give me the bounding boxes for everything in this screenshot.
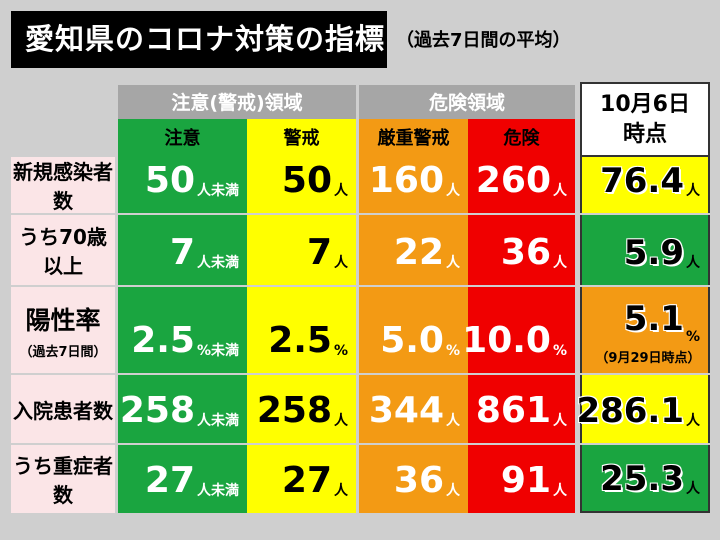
level-header-caution: 注意	[118, 119, 247, 157]
current-value-note: （9月29日時点）	[595, 351, 701, 366]
threshold-unit: 人	[334, 413, 348, 429]
threshold-cell: 27 人未満	[118, 445, 247, 513]
threshold-cell: 160 人	[359, 157, 468, 213]
threshold-value: 10.0	[462, 320, 551, 361]
threshold-value: 50	[144, 160, 195, 201]
threshold-value: 861	[475, 390, 551, 431]
page-subtitle: （過去7日間の平均）	[396, 30, 571, 51]
row-label: うち70歳以上	[11, 215, 115, 285]
threshold-unit: 人	[334, 483, 348, 499]
threshold-cell: 5.0%	[359, 287, 468, 373]
caution-zone-header: 注意(警戒)領域	[118, 85, 356, 119]
threshold-unit: 人	[446, 183, 460, 199]
current-value: 5.1	[623, 299, 684, 339]
threshold-unit: 人	[553, 183, 567, 199]
current-unit: 人	[686, 413, 700, 429]
threshold-value: 91	[500, 460, 551, 501]
current-value: 286.1	[576, 391, 684, 431]
threshold-cell: 2.5%	[247, 287, 356, 373]
threshold-cell: 7 人未満	[118, 215, 247, 285]
threshold-unit: 人未満	[197, 483, 239, 499]
threshold-unit: 人	[553, 483, 567, 499]
now-date: 10月6日	[600, 92, 690, 117]
row-label: 入院患者数	[11, 375, 115, 443]
threshold-cell: 258 人	[247, 375, 356, 443]
threshold-unit: 人	[553, 255, 567, 271]
threshold-unit: 人	[334, 255, 348, 271]
threshold-value: 258	[256, 390, 332, 431]
current-value-cell: 5.1%	[580, 287, 710, 373]
threshold-unit: %	[552, 343, 567, 359]
threshold-unit: 人未満	[197, 255, 239, 271]
row-label: うち重症者数	[11, 445, 115, 513]
threshold-cell: 50 人未満	[118, 157, 247, 213]
threshold-cell: 22 人	[359, 215, 468, 285]
threshold-cell: 91 人	[468, 445, 575, 513]
current-value-cell: 5.9 人	[580, 215, 710, 285]
threshold-value: 36	[500, 232, 551, 273]
threshold-cell: 27 人	[247, 445, 356, 513]
level-header-warning: 警戒	[247, 119, 356, 157]
threshold-cell: 36 人	[359, 445, 468, 513]
threshold-unit: 人	[553, 413, 567, 429]
threshold-value: 50	[281, 160, 332, 201]
threshold-unit: %	[333, 343, 348, 359]
row-label-main: 陽性率	[25, 305, 101, 335]
threshold-unit: 人未満	[197, 183, 239, 199]
row-label: 新規感染者数	[11, 157, 115, 213]
now-label: 時点	[622, 122, 667, 147]
threshold-unit: 人	[446, 483, 460, 499]
threshold-unit: 人	[446, 413, 460, 429]
threshold-value: 7	[306, 232, 332, 273]
current-unit: 人	[686, 255, 700, 271]
current-value-cell: 286.1 人	[576, 375, 710, 443]
threshold-value: 2.5	[131, 320, 195, 361]
level-header-severe: 厳重警戒	[359, 119, 468, 157]
threshold-value: 36	[393, 460, 444, 501]
threshold-cell: 260 人	[468, 157, 575, 213]
danger-zone-header: 危険領域	[359, 85, 575, 119]
threshold-value: 27	[281, 460, 332, 501]
row-label-sub: （過去7日間）	[19, 344, 107, 360]
threshold-cell: 36 人	[468, 215, 575, 285]
current-unit: 人	[686, 183, 700, 199]
threshold-value: 2.5	[268, 320, 332, 361]
threshold-value: 22	[393, 232, 444, 273]
current-value: 25.3	[600, 459, 684, 499]
now-header: 10月6日 時点	[580, 82, 710, 157]
threshold-unit: 人	[334, 183, 348, 199]
current-unit: 人	[686, 481, 700, 497]
current-value-cell: 25.3 人	[580, 445, 710, 513]
threshold-cell: 50 人	[247, 157, 356, 213]
threshold-cell: 861 人	[468, 375, 575, 443]
page-title: 愛知県のコロナ対策の指標	[11, 11, 387, 68]
threshold-value: 7	[169, 232, 195, 273]
threshold-cell: 2.5 %未満	[118, 287, 247, 373]
threshold-unit: %未満	[196, 343, 239, 359]
threshold-unit: %	[445, 343, 460, 359]
current-value: 76.4	[600, 161, 684, 201]
threshold-cell: 258 人未満	[118, 375, 247, 443]
threshold-value: 344	[368, 390, 444, 431]
threshold-value: 258	[119, 390, 195, 431]
threshold-value: 160	[368, 160, 444, 201]
threshold-cell: 344 人	[359, 375, 468, 443]
level-header-danger: 危険	[468, 119, 575, 157]
threshold-unit: 人	[446, 255, 460, 271]
current-value-cell: 76.4 人	[580, 157, 710, 213]
threshold-value: 260	[475, 160, 551, 201]
row-label: 陽性率 （過去7日間）	[11, 287, 115, 373]
current-value: 5.9	[623, 233, 684, 273]
current-unit: %	[685, 329, 700, 345]
threshold-unit: 人未満	[197, 413, 239, 429]
threshold-value: 5.0	[380, 320, 444, 361]
threshold-cell: 10.0%	[462, 287, 575, 373]
threshold-value: 27	[144, 460, 195, 501]
